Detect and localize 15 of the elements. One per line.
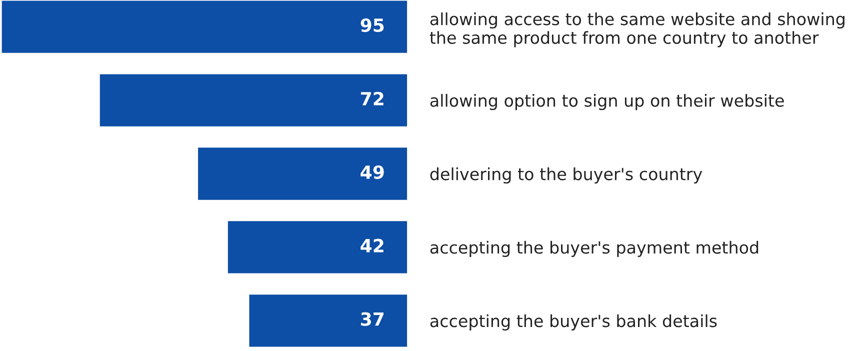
bar	[198, 148, 408, 200]
y-tick-label: delivering to the buyer's country	[430, 167, 702, 184]
y-tick-label: accepting the buyer's bank details	[430, 314, 717, 330]
bar	[2, 0, 408, 53]
data-label: 49	[360, 165, 384, 179]
bar	[249, 294, 408, 347]
y-tick-label: allowing access to the same website and showing the same product from one country to another	[430, 12, 844, 48]
y-tick-label: accepting the buyer's payment method	[430, 240, 758, 258]
y-tick-label: allowing option to sign up on their website	[430, 94, 784, 110]
bar	[228, 221, 408, 274]
bar	[100, 74, 408, 126]
data-label: 95	[360, 18, 384, 32]
data-label: 37	[361, 312, 384, 326]
data-label: 42	[360, 238, 384, 252]
data-label: 72	[361, 92, 384, 106]
